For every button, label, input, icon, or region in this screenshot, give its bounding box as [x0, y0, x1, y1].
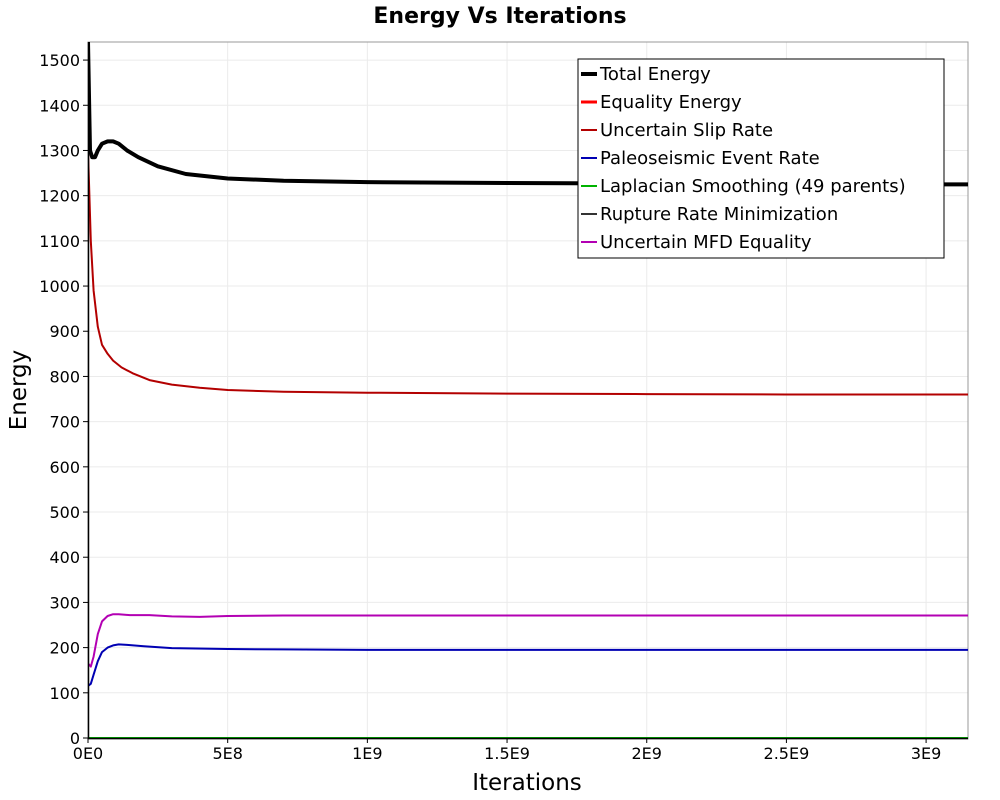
x-tick-label: 2E9	[631, 744, 661, 763]
y-tick-label: 200	[49, 639, 80, 658]
x-tick-label: 1.5E9	[484, 744, 530, 763]
x-tick-label: 5E8	[212, 744, 242, 763]
y-tick-label: 1200	[39, 187, 80, 206]
y-tick-label: 1000	[39, 277, 80, 296]
y-tick-label: 1300	[39, 141, 80, 160]
x-tick-label: 0E0	[73, 744, 103, 763]
x-tick-label: 1E9	[352, 744, 382, 763]
series-line-paleoseismic-event-rate	[88, 643, 968, 687]
legend-label: Uncertain Slip Rate	[600, 120, 773, 141]
legend-label: Rupture Rate Minimization	[600, 204, 838, 225]
y-tick-label: 700	[49, 413, 80, 432]
legend-label: Equality Energy	[600, 92, 742, 113]
legend: Total Energy Equality Energy Uncertain Sli…	[577, 58, 945, 259]
x-tick-label: 2.5E9	[764, 744, 810, 763]
y-tick-label: 0	[70, 729, 80, 748]
y-tick-label: 1500	[39, 51, 80, 70]
y-tick-label: 100	[49, 684, 80, 703]
chart-title: Energy Vs Iterations	[373, 4, 626, 29]
x-axis-label: Iterations	[472, 770, 582, 796]
y-tick-label: 1400	[39, 96, 80, 115]
series-line-uncertain-mfd-equality	[88, 613, 968, 668]
series-lines	[88, 42, 968, 738]
legend-label: Uncertain MFD Equality	[600, 232, 812, 253]
y-tick-label: 1100	[39, 232, 80, 251]
x-axis-ticks: 0E0 5E8 1E9 1.5E9 2E9 2.5E9 3E9	[73, 738, 941, 763]
y-tick-label: 300	[49, 593, 80, 612]
y-tick-label: 500	[49, 503, 80, 522]
y-axis-ticks: 0 100 200 300 400 500 600 700 800 900 1000 1100 1200…	[39, 51, 88, 748]
legend-box	[577, 58, 945, 259]
legend-label: Laplacian Smoothing (49 parents)	[600, 176, 906, 197]
y-tick-label: 900	[49, 322, 80, 341]
legend-label: Paleoseismic Event Rate	[600, 148, 820, 169]
y-axis-label: Energy	[6, 350, 32, 431]
y-tick-label: 600	[49, 458, 80, 477]
series-line-uncertain-slip-rate	[88, 150, 968, 396]
x-tick-label: 3E9	[911, 744, 941, 763]
y-tick-label: 800	[49, 367, 80, 386]
legend-items: Total Energy Equality Energy Uncertain Sli…	[581, 64, 906, 253]
y-tick-label: 400	[49, 548, 80, 567]
legend-label: Total Energy	[599, 64, 711, 85]
